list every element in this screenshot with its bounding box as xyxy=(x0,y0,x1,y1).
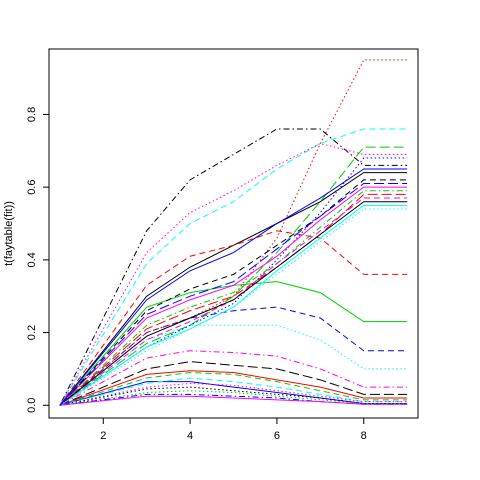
x-tick-label: 6 xyxy=(274,430,280,442)
series-line-25 xyxy=(59,190,408,406)
series-line-11 xyxy=(59,377,408,406)
series-line-17 xyxy=(59,128,408,406)
y-axis-title: t(faytable(fit)) xyxy=(3,201,15,266)
series-line-32 xyxy=(59,183,408,406)
series-line-7 xyxy=(59,361,408,406)
series-line-2 xyxy=(59,230,408,406)
series-line-29 xyxy=(59,201,408,406)
series-line-21 xyxy=(59,128,408,406)
series-line-4 xyxy=(59,306,408,406)
y-axis: 0.0 0.2 0.4 0.6 0.8 xyxy=(26,107,49,413)
series-line-8 xyxy=(59,370,408,406)
series-line-31 xyxy=(59,186,408,406)
x-tick-label: 4 xyxy=(187,430,193,442)
y-tick-label: 0.6 xyxy=(26,179,38,194)
series-line-6 xyxy=(59,350,408,406)
series-line-19 xyxy=(59,146,408,406)
x-tick-label: 8 xyxy=(361,430,367,442)
y-tick-label: 0.8 xyxy=(26,107,38,122)
series-line-24 xyxy=(59,193,408,406)
series-line-16 xyxy=(59,395,408,406)
series-line-22 xyxy=(59,142,408,406)
series-line-9 xyxy=(59,372,408,406)
series-line-5 xyxy=(59,324,408,406)
y-tick-label: 0.2 xyxy=(26,325,38,340)
plot-frame xyxy=(48,48,419,419)
y-tick-label: 0.4 xyxy=(26,252,38,267)
series-line-23 xyxy=(59,179,408,406)
y-tick-label: 0.0 xyxy=(26,398,38,413)
series-line-28 xyxy=(59,197,408,406)
series-layer xyxy=(59,59,408,406)
series-line-27 xyxy=(59,204,408,406)
series-line-13 xyxy=(59,386,408,406)
x-tick-label: 2 xyxy=(100,430,106,442)
series-line-18 xyxy=(59,59,408,406)
series-line-1 xyxy=(59,172,408,406)
series-line-14 xyxy=(59,390,408,406)
series-line-26 xyxy=(59,168,408,406)
series-line-10 xyxy=(59,381,408,406)
x-axis: 2 4 6 8 xyxy=(100,418,367,442)
